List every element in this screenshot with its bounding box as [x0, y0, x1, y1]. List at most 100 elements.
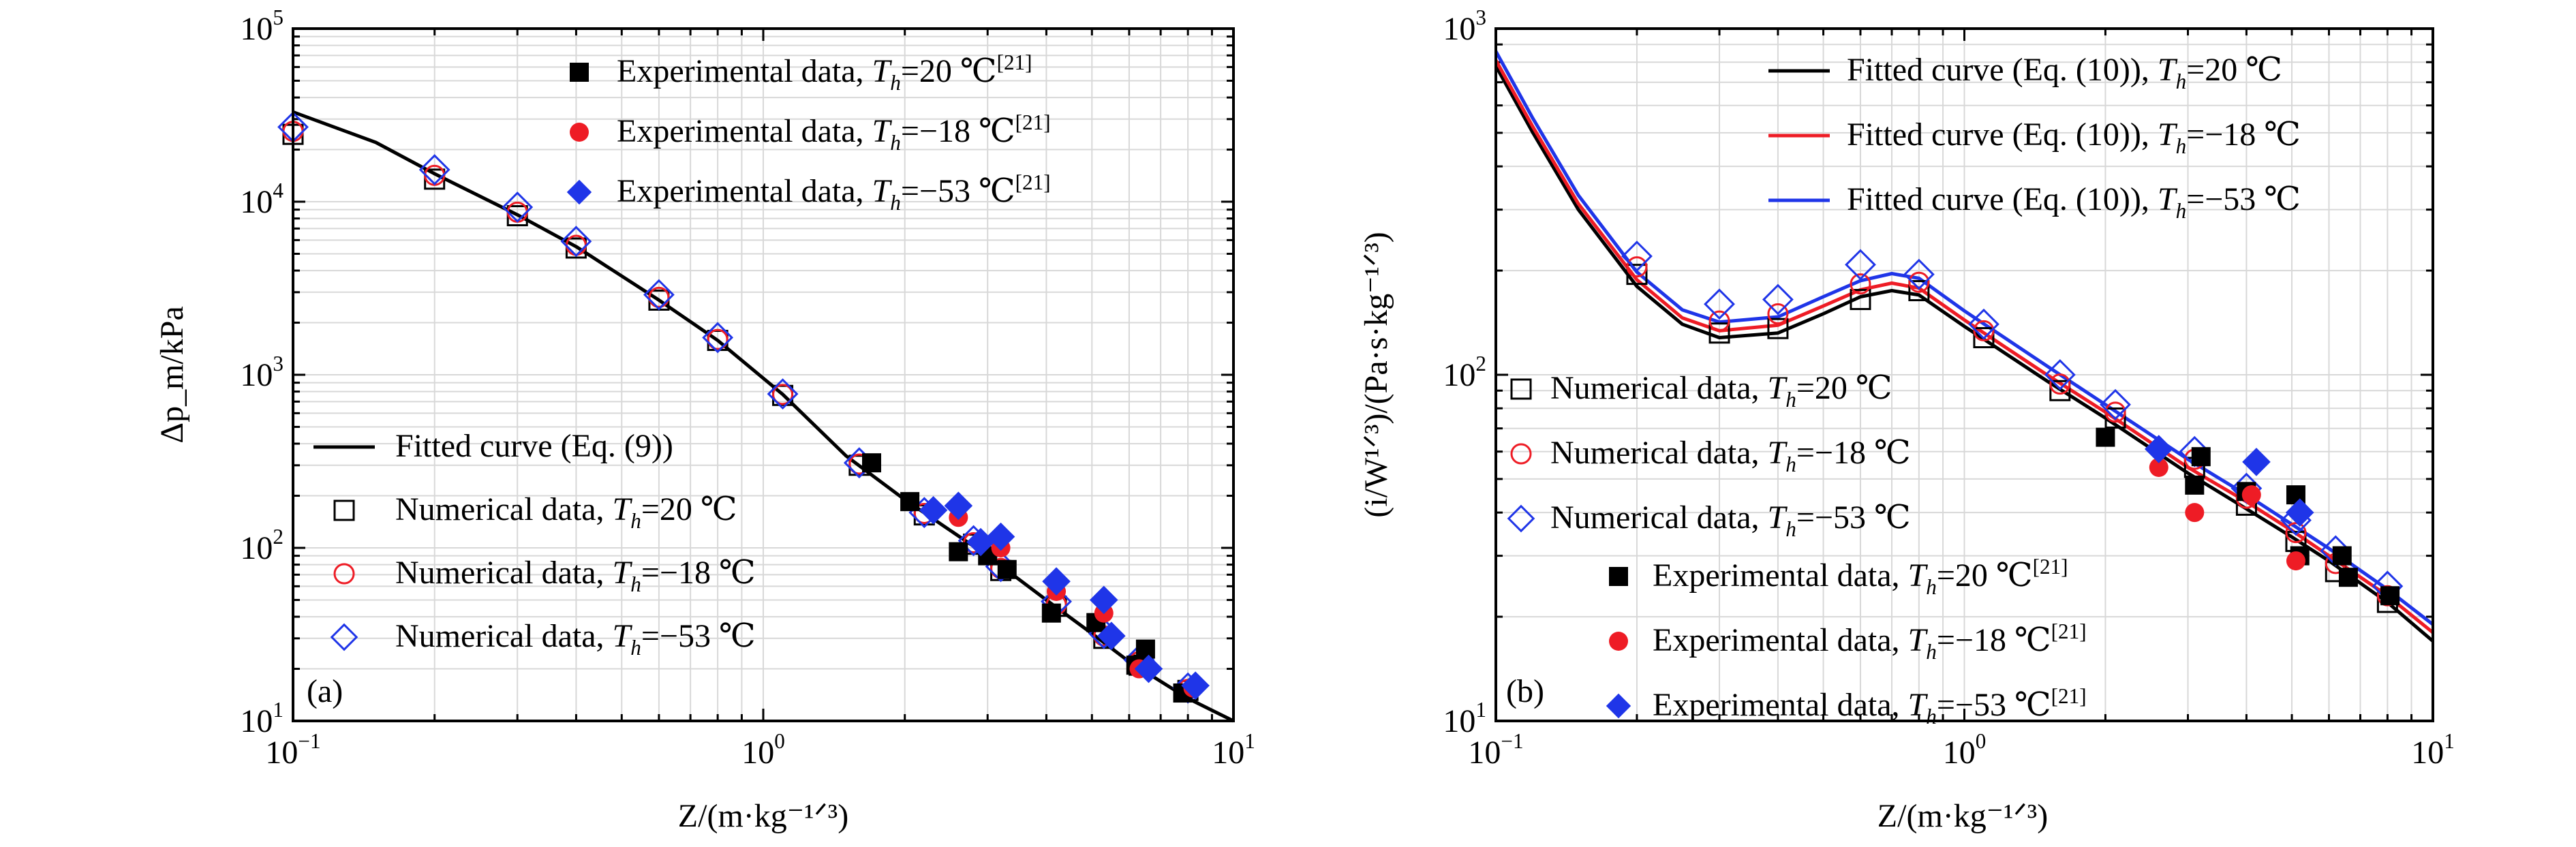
legend-marker-circle-open — [333, 563, 355, 585]
data-point-square-filled — [2332, 546, 2352, 566]
data-point-diamond-filled — [919, 495, 948, 525]
data-point-diamond-filled — [1134, 654, 1163, 683]
data-point-circle-open — [707, 328, 729, 350]
data-point-diamond-filled — [1042, 567, 1071, 596]
data-point-diamond-open — [2044, 359, 2076, 390]
x-tick-label: 10−1 — [265, 729, 320, 771]
legend-marker-circle-filled — [1609, 632, 1628, 651]
data-point-square-open — [2104, 407, 2126, 429]
data-point-diamond-open — [1762, 283, 1794, 315]
panel-label: (b) — [1506, 673, 1544, 709]
data-point-diamond-filled — [1089, 585, 1118, 615]
data-point-square-filled — [900, 492, 920, 512]
legend-entry-label: Experimental data, Th=20 ℃[21] — [1653, 555, 2068, 599]
y-axis-label: (i/W¹ᐟ³)/(Pa·s·kg⁻¹ᐟ³) — [1358, 232, 1394, 517]
data-point-circle-open — [1973, 320, 1995, 341]
data-point-square-filled — [2338, 568, 2358, 587]
data-point-diamond-filled — [2144, 435, 2173, 463]
data-point-square-filled — [862, 453, 882, 473]
panel-a-chart: 10−1 100 101 101 102 103 104 105 Z/(m·kg⁻¹ᐟ³) Δp_… — [154, 5, 1255, 834]
data-point-square-filled — [997, 559, 1017, 579]
data-series — [862, 453, 1193, 703]
legend-entry-label: Experimental data, Th=−53 ℃[21] — [1653, 684, 2087, 728]
legend-marker-square-filled — [570, 63, 589, 82]
legend-marker-circle-filled — [570, 123, 589, 142]
data-point-diamond-filled — [986, 522, 1015, 551]
data-point-diamond-open — [2100, 388, 2131, 420]
data-point-square-open — [1850, 289, 1871, 311]
fitted-curve-line — [1494, 59, 2434, 634]
data-point-circle-open — [1850, 273, 1871, 295]
data-point-circle-filled — [2149, 457, 2168, 477]
data-point-diamond-filled — [1097, 621, 1126, 650]
legend-marker-diamond-filled — [566, 179, 592, 205]
panel-label: (a) — [307, 673, 343, 709]
data-point-diamond-filled — [966, 527, 995, 557]
legend-entry-label: Fitted curve (Eq. (10)), Th=−18 ℃ — [1847, 117, 2301, 158]
legend-marker-diamond-open — [1507, 504, 1535, 533]
data-point-diamond-open — [702, 322, 734, 354]
legend-marker-square-filled — [1609, 567, 1628, 586]
legend-marker-diamond-open — [330, 623, 358, 651]
data-point-diamond-filled — [1181, 671, 1210, 700]
y-tick-label: 101 — [240, 698, 283, 739]
y-tick-label: 101 — [1443, 698, 1486, 739]
data-point-circle-open — [1708, 310, 1730, 332]
legend-entry-label: Numerical data, Th=−18 ℃ — [1550, 435, 1911, 476]
data-point-circle-open — [772, 384, 794, 405]
legend-marker-circle-open — [1510, 443, 1532, 465]
data-point-diamond-open — [1704, 288, 1735, 320]
data-point-square-filled — [2096, 427, 2115, 447]
data-point-circle-open — [2049, 373, 2071, 395]
legend-entry-label: Fitted curve (Eq. (10)), Th=20 ℃ — [1847, 52, 2282, 93]
data-point-circle-filled — [2185, 503, 2205, 523]
x-tick-label: 101 — [2411, 729, 2455, 771]
data-point-diamond-open — [1903, 258, 1935, 290]
data-point-square-open — [1708, 322, 1730, 344]
data-point-diamond-open — [767, 378, 799, 410]
y-tick-label: 104 — [240, 179, 283, 220]
x-tick-label: 10−1 — [1468, 729, 1523, 771]
data-point-square-filled — [2185, 475, 2205, 495]
data-point-diamond-filled — [2242, 448, 2271, 476]
legend-marker-square-open — [333, 499, 355, 521]
legend-entry-label: Fitted curve (Eq. (10)), Th=−53 ℃ — [1847, 181, 2301, 223]
legend-entry-label: Numerical data, Th=20 ℃ — [1550, 370, 1892, 412]
data-point-diamond-open — [1968, 308, 1999, 340]
data-point-square-open — [1767, 318, 1789, 339]
legend-entry-label: Numerical data, Th=−18 ℃ — [395, 555, 756, 596]
data-point-circle-open — [648, 286, 670, 308]
y-tick-label: 102 — [240, 525, 283, 566]
legend-center-left: Numerical data, Th=20 ℃ Numerical data, T… — [1507, 370, 1911, 541]
legend-entry-label: Experimental data, Th=−53 ℃[21] — [617, 170, 1051, 215]
data-series — [1621, 241, 2404, 602]
x-tick-label: 100 — [741, 729, 785, 771]
data-point-square-filled — [2191, 447, 2211, 467]
legend-entry-label: Experimental data, Th=−18 ℃[21] — [617, 110, 1051, 155]
data-point-diamond-open — [560, 226, 592, 258]
plot-frame — [292, 27, 1235, 722]
legend-marker-diamond-filled — [1606, 693, 1631, 719]
panel-b-chart: 10−1 100 101 101 102 103 Z/(m·kg⁻¹ᐟ³) (i/W¹ᐟ³)/… — [1358, 5, 2455, 834]
y-tick-label: 103 — [240, 352, 283, 393]
data-point-circle-filled — [2241, 485, 2261, 505]
data-point-square-filled — [1041, 603, 1061, 623]
data-point-circle-filled — [2286, 551, 2305, 571]
data-point-circle-open — [1908, 271, 1930, 293]
legend-top-right: Experimental data, Th=20 ℃[21] Experiment… — [566, 50, 1051, 215]
legend-entry-label: Experimental data, Th=−18 ℃[21] — [1653, 619, 2087, 664]
grid-lines — [293, 29, 1233, 721]
y-axis-label: Δp_m/kPa — [154, 306, 190, 444]
legend-entry-label: Experimental data, Th=20 ℃[21] — [617, 50, 1032, 95]
data-series — [2149, 457, 2305, 571]
data-point-square-open — [1626, 264, 1648, 286]
y-tick-label: 102 — [1443, 352, 1486, 393]
data-point-square-filled — [2380, 586, 2400, 606]
grid-lines — [1496, 29, 2433, 721]
legend-entry-label: Numerical data, Th=−53 ℃ — [1550, 499, 1911, 541]
fitted-curve-line — [1494, 65, 2434, 643]
legend-entry-label: Numerical data, Th=−53 ℃ — [395, 618, 756, 660]
y-tick-label: 105 — [240, 5, 283, 47]
